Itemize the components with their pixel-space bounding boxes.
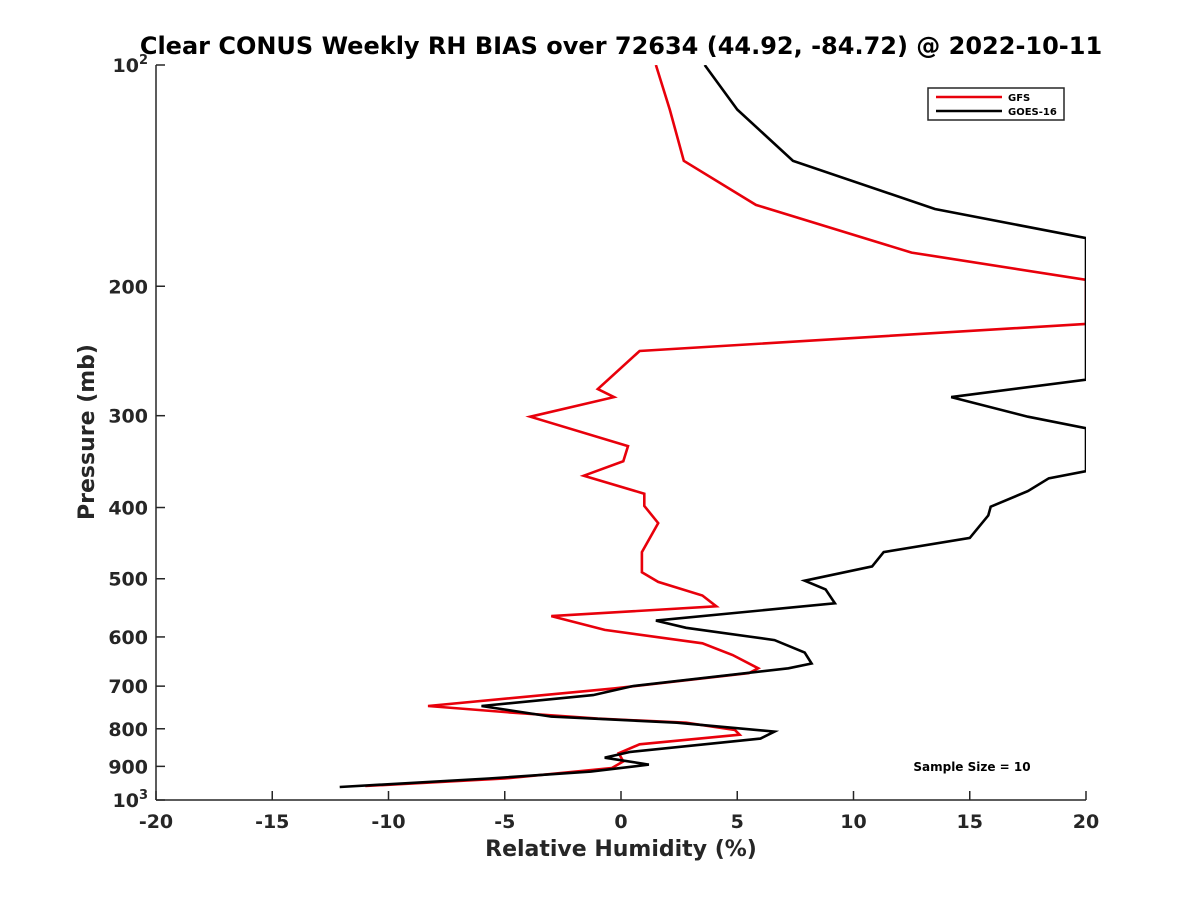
legend-box [927,87,1065,121]
y-tick-label: 800 [108,719,148,741]
x-tick-label: -5 [494,811,515,833]
y-tick-label: 600 [108,627,148,649]
y-ticks: 102 200 300 400 500 600 700 800 900 103 [108,53,165,812]
y-tick-label: 400 [108,498,148,520]
sample-size-annotation: Sample Size = 10 [913,760,1030,774]
x-tick-label: 20 [1073,811,1099,833]
x-tick-label: -15 [255,811,289,833]
x-tick-label: -20 [139,811,173,833]
x-tick-label: 5 [731,811,744,833]
x-tick-label: -10 [371,811,405,833]
y-tick-label: 700 [108,676,148,698]
series-layer [339,65,1086,789]
y-tick-label: 900 [108,756,148,778]
x-ticks: -20 -15 -10 -5 0 5 10 15 20 [139,791,1099,833]
series-line-goes16 [339,65,1086,789]
x-tick-label: 0 [614,811,627,833]
y-tick-label: 300 [108,406,148,428]
legend-label-goes16: GOES-16 [1008,107,1057,118]
legend: GFS GOES-16 [927,87,1065,121]
chart-title: Clear CONUS Weekly RH BIAS over 72634 (4… [140,32,1102,60]
y-tick-label: 200 [108,276,148,298]
x-axis-label: Relative Humidity (%) [485,837,757,862]
y-axis-label: Pressure (mb) [75,344,100,520]
y-tick-label: 500 [108,569,148,591]
y-tick-label: 102 [113,53,149,77]
legend-label-gfs: GFS [1008,93,1030,104]
x-tick-label: 10 [840,811,866,833]
x-tick-label: 15 [957,811,983,833]
y-tick-label: 103 [113,788,149,812]
series-line-gfs [365,65,1086,788]
